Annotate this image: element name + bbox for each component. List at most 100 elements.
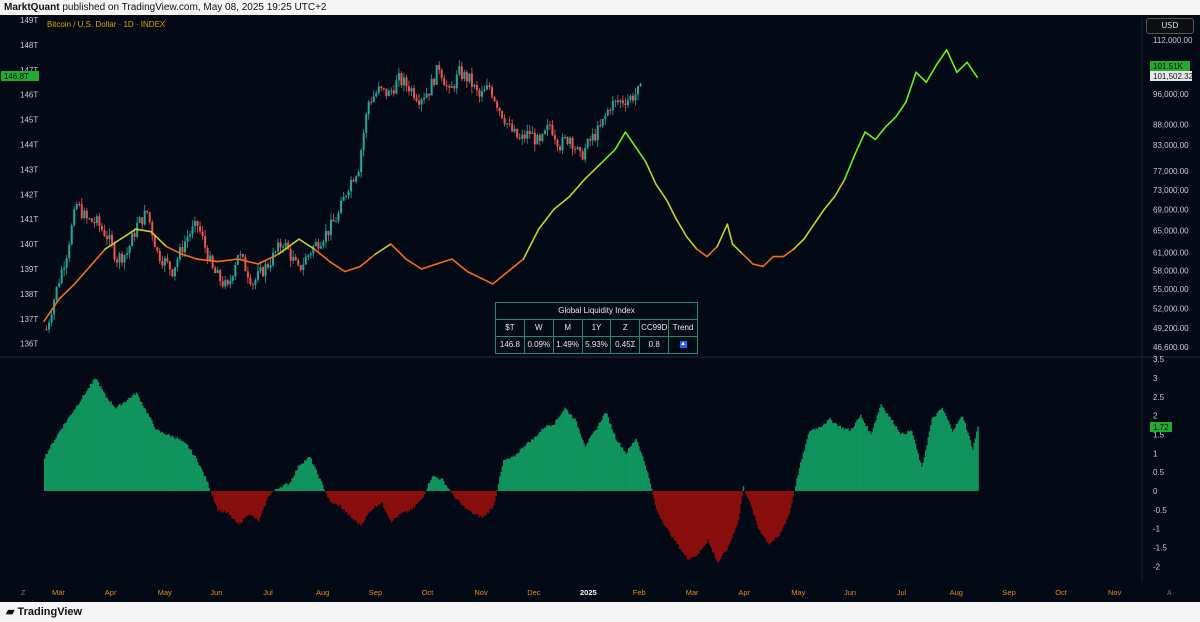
oscillator-bar: [667, 491, 669, 530]
gli-line-segment: [634, 146, 647, 163]
gli-line-segment: [655, 183, 668, 201]
oscillator-bar: [773, 491, 775, 541]
oscillator-bar: [575, 421, 578, 491]
candle-body: [380, 86, 383, 89]
candle-body: [599, 125, 602, 127]
oscillator-bar: [728, 491, 731, 545]
candle-body: [219, 270, 222, 282]
table-header-cell: CC99D: [640, 320, 670, 336]
candle-body: [254, 279, 257, 285]
oscillator-bar: [950, 428, 953, 491]
currency-button[interactable]: USD: [1146, 18, 1194, 34]
candle-body: [340, 200, 343, 213]
candle-body: [624, 103, 627, 106]
gli-line-segment: [614, 131, 627, 151]
candle-body: [312, 246, 315, 254]
oscillator-bar: [483, 491, 486, 516]
oscillator-bar: [302, 463, 305, 491]
oscillator-bar: [585, 444, 588, 491]
oscillator-bar: [652, 491, 654, 495]
gli-table-header-row: $T W M 1Y Z CC99D Trend: [496, 320, 697, 337]
oscillator-bar: [587, 442, 589, 491]
candle-body: [161, 261, 164, 266]
oscillator-bar: [718, 491, 720, 561]
oscillator-axis-tick-label: 2.5: [1153, 393, 1165, 402]
oscillator-bar: [755, 491, 757, 521]
candle-body: [634, 94, 637, 101]
oscillator-bar: [829, 417, 831, 491]
left-axis-tick-label: 139T: [20, 265, 38, 274]
oscillator-bar: [815, 428, 817, 491]
oscillator-bar: [158, 430, 161, 491]
oscillator-bar: [324, 491, 326, 492]
oscillator-bar: [431, 476, 434, 491]
candle-body: [171, 269, 174, 277]
oscillator-bar: [803, 450, 806, 491]
time-axis-label: Oct: [1055, 588, 1068, 597]
oscillator-bar: [174, 438, 176, 491]
left-axis-tick-label: 148T: [20, 41, 38, 50]
oscillator-bar: [281, 487, 283, 491]
oscillator-bar: [817, 426, 820, 491]
oscillator-bar: [764, 491, 766, 538]
oscillator-bar: [793, 491, 796, 492]
author-name[interactable]: MarktQuant: [4, 2, 60, 13]
oscillator-bar: [325, 491, 328, 494]
oscillator-bar: [844, 428, 847, 491]
oscillator-bar: [659, 491, 662, 519]
candle-body: [604, 115, 607, 119]
candle-body: [269, 265, 272, 268]
oscillator-bar: [181, 440, 184, 491]
candle-body: [448, 85, 451, 88]
oscillator-bar: [592, 433, 594, 491]
oscillator-bar: [899, 433, 902, 491]
tradingview-logo-icon[interactable]: ▰ TradingView: [6, 606, 83, 618]
oscillator-bar: [695, 491, 698, 557]
candle-body: [103, 229, 106, 237]
candle-body: [110, 234, 113, 244]
candle-body: [367, 101, 370, 115]
oscillator-bar: [648, 478, 650, 491]
oscillator-bar: [376, 491, 379, 507]
gli-line-segment: [925, 64, 938, 84]
oscillator-bar: [831, 422, 834, 491]
oscillator-bar: [925, 450, 927, 491]
candle-body: [513, 128, 516, 132]
oscillator-bar: [510, 456, 513, 491]
oscillator-bar: [140, 402, 143, 491]
table-header-cell: Trend: [672, 323, 694, 332]
candle-body: [194, 221, 197, 227]
table-value-cell: 146.8: [496, 337, 525, 353]
candle-body: [370, 101, 373, 103]
candle-body: [589, 139, 592, 141]
chart-area[interactable]: 149T 148T 147T 146T 145T 144T 143T 142T 141T 140T…: [0, 15, 1200, 602]
oscillator-bar: [682, 491, 685, 553]
oscillator-bar: [98, 386, 101, 491]
oscillator-bar: [922, 462, 924, 491]
footer-bar: ▰ TradingView: [0, 602, 1200, 622]
oscillator-bar: [304, 460, 306, 491]
candle-body: [564, 137, 567, 139]
gli-line-segment: [752, 263, 764, 268]
oscillator-bar: [467, 491, 469, 511]
oscillator-bar: [954, 427, 956, 491]
oscillator-bar: [60, 429, 63, 491]
oscillator-bar: [684, 491, 686, 556]
chart-svg[interactable]: 149T 148T 147T 146T 145T 144T 143T 142T 141T 140T…: [0, 15, 1200, 602]
oscillator-bar: [726, 491, 728, 551]
oscillator-bar: [583, 443, 585, 491]
oscillator-bar: [300, 464, 302, 491]
oscillator-bar: [643, 461, 645, 491]
symbol-legend[interactable]: Bitcoin / U.S. Dollar · 1D · INDEX: [47, 20, 166, 29]
oscillator-bar: [539, 431, 542, 491]
oscillator-bar: [932, 416, 935, 491]
gli-line-segment: [277, 238, 300, 255]
oscillator-bar: [448, 488, 450, 491]
candle-body: [45, 329, 48, 331]
oscillator-bar: [631, 443, 634, 491]
oscillator-bar: [714, 491, 717, 559]
candle-body: [138, 217, 141, 223]
oscillator-bar: [126, 399, 129, 491]
gli-line-segment: [675, 218, 688, 238]
oscillator-bar: [180, 440, 182, 491]
